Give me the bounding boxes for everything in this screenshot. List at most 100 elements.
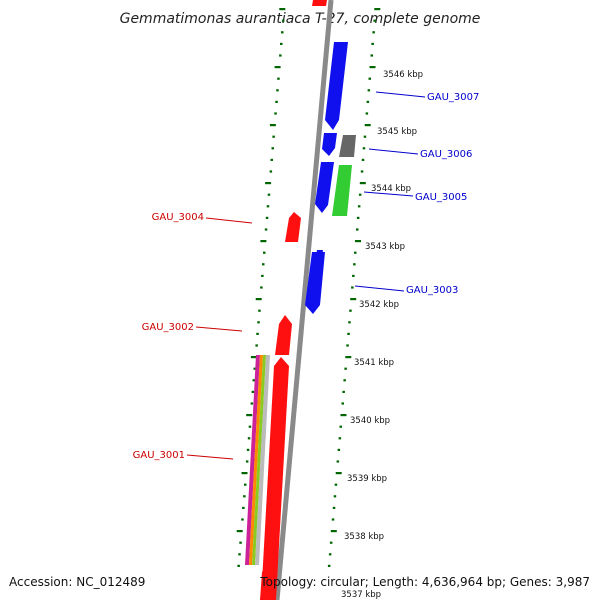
ruler-tick (262, 263, 265, 266)
ruler-tick (271, 147, 274, 150)
ruler-tick (334, 483, 338, 486)
ruler-tick (251, 390, 255, 393)
leader-gau3001 (186, 454, 234, 460)
gene-label-gau3003: GAU_3003 (406, 285, 458, 296)
ruler-tick (274, 66, 281, 69)
ruler-tick (342, 390, 345, 393)
gene-arrow-gau3002 (275, 315, 292, 355)
ruler-tick (360, 170, 364, 173)
ruler-tick (266, 205, 270, 208)
scale-label: 3542 kbp (359, 300, 399, 310)
ruler-tick (265, 182, 272, 185)
ruler-tick (269, 170, 273, 173)
ruler-tick (366, 100, 370, 103)
ruler-tick (281, 19, 285, 22)
ruler-tick (250, 402, 254, 405)
gene-arrow-gau3004 (285, 212, 301, 242)
ruler-tick (346, 344, 349, 347)
ruler-tick (364, 124, 371, 127)
feature-stripe-green (252, 355, 266, 565)
ruler-tick (248, 425, 252, 428)
ruler-tick (361, 158, 365, 161)
ruler-tick (236, 530, 243, 533)
scale-label: 3545 kbp (377, 127, 417, 137)
leader-gau3002 (195, 326, 243, 332)
ruler-tick (272, 135, 275, 138)
ruler-tick (345, 356, 352, 359)
ruler-tick (354, 251, 357, 254)
ruler-tick (260, 240, 267, 243)
ruler-tick (336, 460, 340, 463)
ruler-tick (275, 100, 278, 103)
ruler-tick (241, 518, 244, 521)
ruler-tick (329, 541, 333, 544)
ruler-tick (357, 205, 361, 208)
ruler-tick (356, 216, 360, 219)
ruler-tick (365, 112, 369, 115)
feature-stripe-orange (249, 355, 263, 565)
ruler-tick (279, 8, 286, 11)
ruler-tick (347, 332, 350, 335)
ruler-tick (335, 472, 342, 475)
gene-features (245, 0, 356, 600)
ruler-tick (339, 425, 342, 428)
ruler-tick (267, 193, 271, 196)
leader-gau3007 (375, 91, 426, 98)
ruler-tick (270, 158, 273, 161)
gene-arrow-fragment-bottom (260, 565, 275, 600)
genome-backbone (274, 0, 334, 600)
ruler-tick (359, 182, 366, 185)
ruler-tick (350, 298, 357, 301)
scale-label: 3546 kbp (383, 70, 423, 80)
ruler-tick (330, 530, 337, 533)
ruler-tick (358, 193, 362, 196)
gene-arrow-gau3005 (315, 162, 334, 213)
ruler-tick (352, 274, 355, 277)
ruler-tick (245, 460, 249, 463)
gene-arrow-gau3007 (325, 42, 348, 130)
ruler-tick (246, 414, 253, 417)
ruler-tick (367, 89, 371, 92)
scale-label: 3537 kbp (341, 590, 381, 600)
gene-label-gau3001: GAU_3001 (133, 450, 185, 461)
ruler-tick (279, 54, 282, 57)
feature-stripe-magenta (245, 355, 260, 565)
ruler-tick (337, 448, 341, 451)
ruler-tick (253, 367, 256, 370)
ruler-tick (252, 379, 255, 382)
ruler-tick (243, 495, 246, 498)
tick-rulers (236, 8, 381, 567)
ruler-tick (242, 506, 245, 509)
ruler-tick (353, 263, 356, 266)
ruler-tick (250, 356, 257, 359)
ruler-tick (260, 286, 263, 289)
feature-green (332, 165, 352, 216)
ruler-tick (349, 309, 352, 312)
ruler-tick (371, 42, 374, 45)
ruler-tick (264, 228, 268, 231)
ruler-tick (332, 506, 336, 509)
gene-arrow-fragment (312, 0, 327, 6)
ruler-tick (341, 402, 344, 405)
scale-label: 3538 kbp (344, 532, 384, 542)
ruler-tick (338, 437, 342, 440)
ruler-tick (247, 437, 251, 440)
ruler-tick (328, 553, 332, 556)
ruler-tick (348, 321, 351, 324)
scale-label: 3544 kbp (371, 184, 411, 194)
accession-text: Accession: NC_012489 (9, 575, 145, 589)
gene-arrow-gau3001 (261, 357, 289, 600)
gene-label-gau3005: GAU_3005 (415, 192, 467, 203)
ruler-tick (343, 379, 346, 382)
leader-gau3006 (368, 148, 419, 155)
leader-gau3004 (205, 217, 253, 224)
ruler-tick (258, 309, 261, 312)
gene-label-gau3007: GAU_3007 (427, 92, 479, 103)
scale-label: 3539 kbp (347, 474, 387, 484)
leader-gau3005 (363, 191, 414, 197)
summary-text: Topology: circular; Length: 4,636,964 bp… (259, 575, 590, 589)
ruler-tick (244, 483, 247, 486)
scale-label: 3540 kbp (350, 416, 390, 426)
leader-gau3003 (354, 285, 405, 292)
